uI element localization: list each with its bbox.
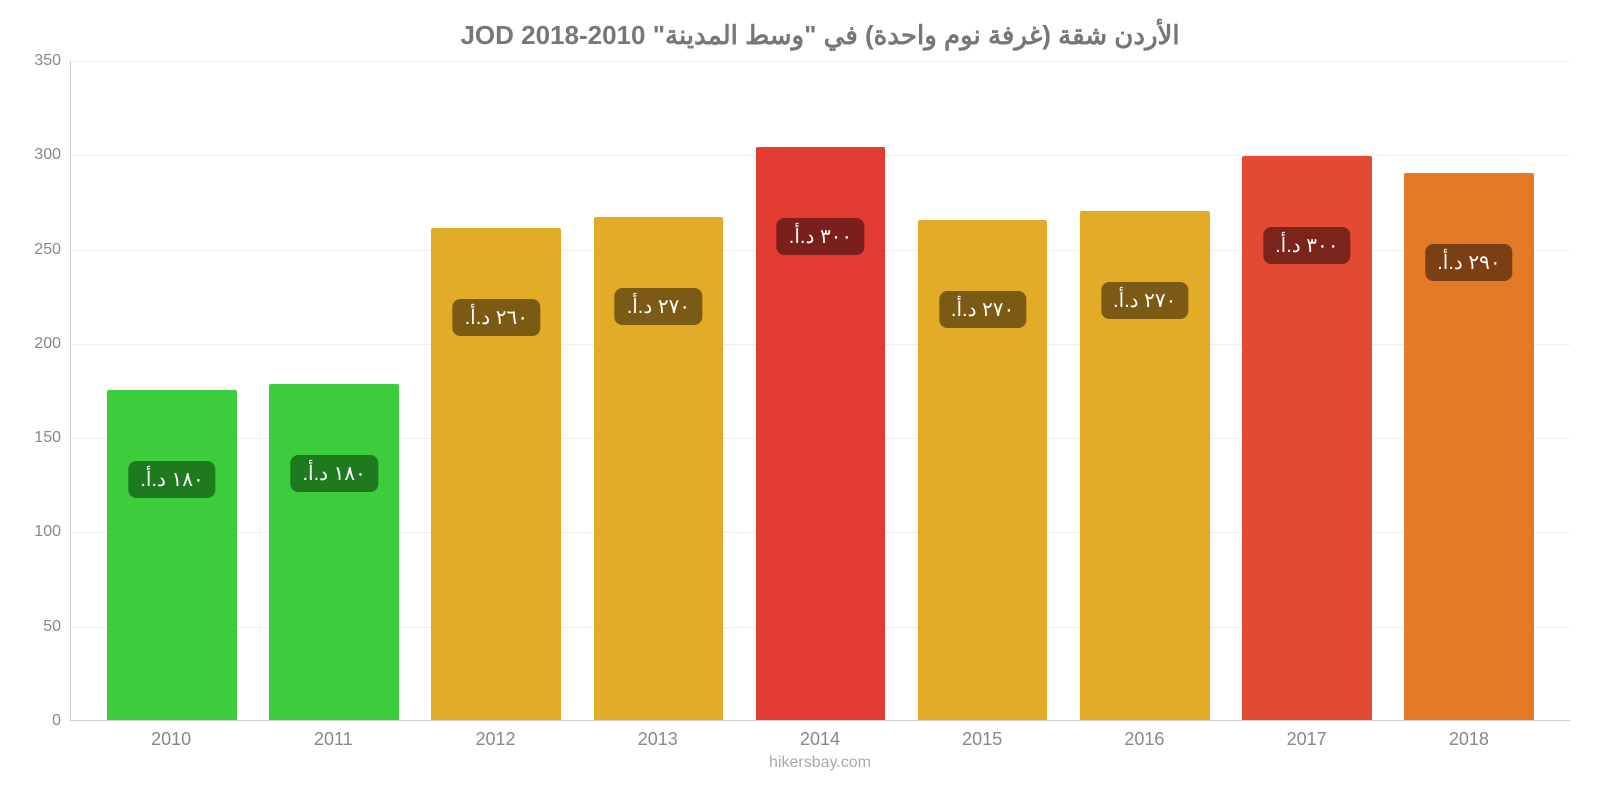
- bar-slot: ٣٠٠ د.أ.‏: [739, 61, 901, 720]
- bar: [269, 384, 399, 720]
- bar: [107, 390, 237, 720]
- x-tick-label: 2017: [1226, 729, 1388, 750]
- bar-value-label: ٣٠٠ د.أ.‏: [1263, 227, 1350, 264]
- bar-value-label: ١٨٠ د.أ.‏: [290, 455, 377, 492]
- bar-value-label: ٣٠٠ د.أ.‏: [777, 218, 864, 255]
- bar-value-label: ٢٧٠ د.أ.‏: [1101, 282, 1188, 319]
- y-tick-label: 300: [21, 146, 61, 164]
- y-tick-label: 200: [21, 335, 61, 353]
- bar-value-label: ٢٩٠ د.أ.‏: [1425, 244, 1512, 281]
- bar-slot: ١٨٠ د.أ.‏: [253, 61, 415, 720]
- y-tick-label: 50: [21, 618, 61, 636]
- x-tick-label: 2015: [901, 729, 1063, 750]
- bar-slot: ١٨٠ د.أ.‏: [91, 61, 253, 720]
- plot-area: ١٨٠ د.أ.‏ ١٨٠ د.أ.‏ ٢٦٠ د.أ.‏ ٢٧٠ د.أ.‏ ٣٠٠ …: [70, 61, 1570, 721]
- y-tick-label: 250: [21, 241, 61, 259]
- bar-value-label: ٢٦٠ د.أ.‏: [453, 299, 540, 336]
- x-tick-label: 2016: [1063, 729, 1225, 750]
- bar-value-label: ٢٧٠ د.أ.‏: [615, 288, 702, 325]
- bar-slot: ٣٠٠ د.أ.‏: [1226, 61, 1388, 720]
- bar-slot: ٢٩٠ د.أ.‏: [1388, 61, 1550, 720]
- x-tick-label: 2014: [739, 729, 901, 750]
- bar-value-label: ١٨٠ د.أ.‏: [128, 461, 215, 498]
- y-tick-label: 150: [21, 429, 61, 447]
- chart-container: الأردن شقة (غرفة نوم واحدة) في "وسط المد…: [0, 0, 1600, 800]
- chart-title: الأردن شقة (غرفة نوم واحدة) في "وسط المد…: [70, 20, 1570, 51]
- bar-slot: ٢٧٠ د.أ.‏: [902, 61, 1064, 720]
- y-tick-label: 0: [21, 712, 61, 730]
- x-tick-label: 2011: [252, 729, 414, 750]
- y-tick-label: 100: [21, 523, 61, 541]
- attribution-text: hikersbay.com: [70, 754, 1570, 772]
- bar-slot: ٢٧٠ د.أ.‏: [1064, 61, 1226, 720]
- bar-value-label: ٢٧٠ د.أ.‏: [939, 291, 1026, 328]
- x-tick-label: 2012: [414, 729, 576, 750]
- bars-group: ١٨٠ د.أ.‏ ١٨٠ د.أ.‏ ٢٦٠ د.أ.‏ ٢٧٠ د.أ.‏ ٣٠٠ …: [71, 61, 1570, 720]
- x-tick-label: 2010: [90, 729, 252, 750]
- x-tick-label: 2013: [577, 729, 739, 750]
- bar-slot: ٢٦٠ د.أ.‏: [415, 61, 577, 720]
- y-tick-label: 350: [21, 52, 61, 70]
- x-axis-labels: 201020112012201320142015201620172018: [70, 729, 1570, 750]
- x-tick-label: 2018: [1388, 729, 1550, 750]
- bar-slot: ٢٧٠ د.أ.‏: [577, 61, 739, 720]
